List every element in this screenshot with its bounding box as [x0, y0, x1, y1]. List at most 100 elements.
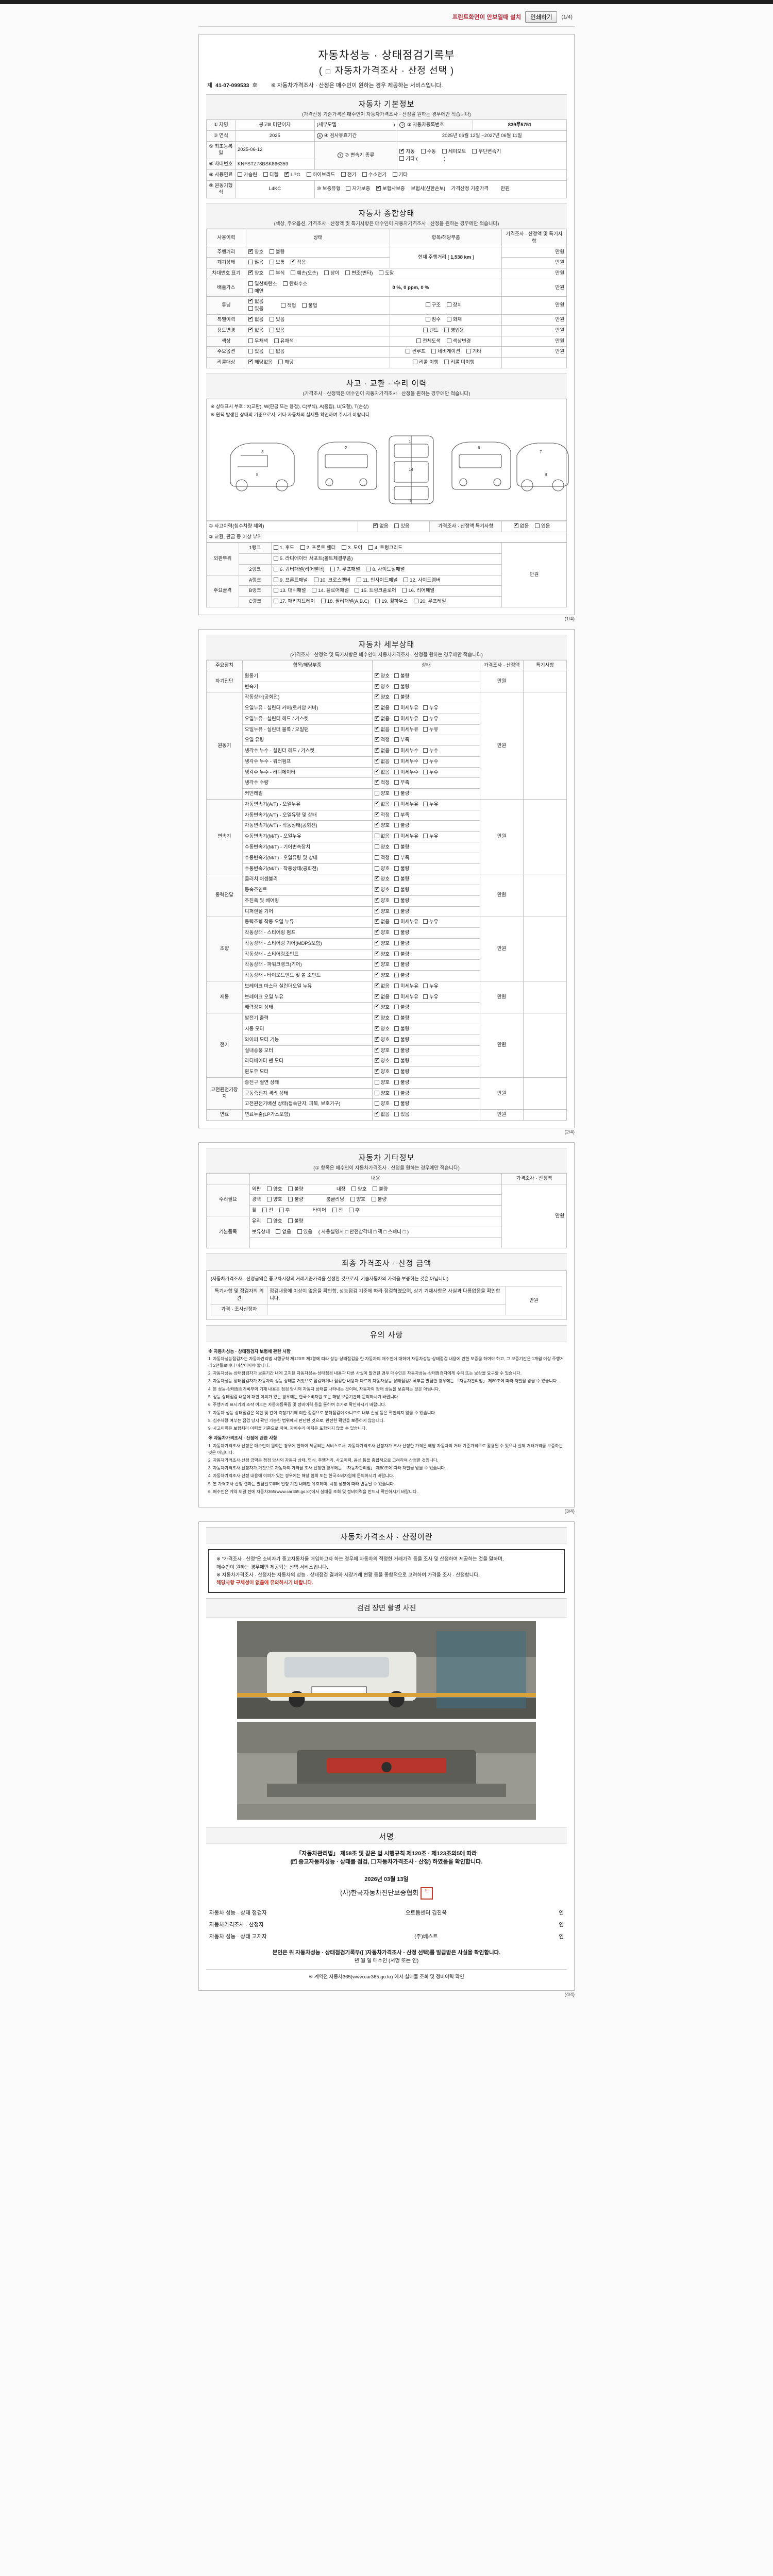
tuning-structure[interactable]: 구조	[425, 302, 441, 309]
checkbox-icon[interactable]	[330, 566, 335, 571]
checkbox-icon[interactable]	[423, 994, 428, 999]
detail-option-양호[interactable]: 양호	[374, 907, 390, 916]
checkbox-icon[interactable]	[368, 545, 373, 550]
detail-option-누유[interactable]: 누유	[423, 833, 438, 840]
checkbox-icon[interactable]	[416, 338, 422, 343]
checkbox-icon[interactable]	[351, 1186, 357, 1191]
detail-option-불량[interactable]: 불량	[394, 1026, 410, 1033]
checkbox-icon[interactable]	[373, 522, 378, 529]
etc-possession-exists[interactable]: 있음	[297, 1229, 312, 1236]
detail-option-양호[interactable]: 양호	[374, 886, 390, 894]
checkbox-icon[interactable]	[444, 327, 449, 332]
checkbox-icon[interactable]	[423, 983, 428, 988]
checkbox-icon[interactable]	[374, 693, 379, 701]
checkbox-icon[interactable]	[394, 1026, 399, 1031]
checkbox-icon[interactable]	[394, 684, 399, 689]
accident-exists[interactable]: 있음	[394, 523, 410, 530]
detail-option-미세누유[interactable]: 미세누유	[394, 994, 418, 1001]
checkbox-icon[interactable]	[423, 769, 428, 774]
part-pillar-panel[interactable]: 18. 필러패널(A,B,C)	[321, 598, 369, 605]
checkbox-icon[interactable]	[342, 545, 347, 550]
detail-option-양호[interactable]: 양호	[374, 1067, 390, 1076]
mainopt-exists[interactable]: 있음	[248, 348, 263, 355]
detail-option-양호[interactable]: 양호	[374, 960, 390, 969]
detail-option-불량[interactable]: 불량	[394, 844, 410, 851]
checkbox-icon[interactable]	[374, 1014, 379, 1022]
checkbox-icon[interactable]	[374, 834, 379, 839]
checkbox-icon[interactable]	[284, 171, 289, 178]
accident-price-none[interactable]: 없음	[513, 522, 529, 530]
checkbox-icon[interactable]	[248, 297, 253, 305]
checkbox-icon[interactable]	[302, 302, 307, 308]
checkbox-icon[interactable]	[444, 360, 449, 365]
detail-option-양호[interactable]: 양호	[374, 1100, 390, 1108]
checkbox-icon[interactable]	[472, 148, 477, 154]
checkbox-icon[interactable]	[374, 1079, 379, 1084]
detail-option-누유[interactable]: 누유	[423, 994, 438, 1001]
detail-option-불량[interactable]: 불량	[394, 929, 410, 937]
etc-outer-bad[interactable]: 불량	[288, 1186, 304, 1193]
checkbox-icon[interactable]	[263, 172, 268, 177]
etc-roomcleaning-good[interactable]: 양호	[350, 1196, 365, 1204]
detail-option-없음[interactable]: 없음	[374, 918, 390, 926]
detail-option-적정[interactable]: 적정	[374, 736, 390, 744]
checkbox-icon[interactable]	[374, 918, 379, 925]
checkbox-icon[interactable]	[394, 780, 399, 785]
checkbox-icon[interactable]	[513, 522, 518, 529]
checkbox-icon[interactable]	[270, 317, 274, 322]
detail-option-미세누유[interactable]: 미세누유	[394, 705, 418, 712]
detail-option-양호[interactable]: 양호	[374, 821, 390, 829]
detail-option-없음[interactable]: 없음	[374, 747, 390, 755]
checkbox-icon[interactable]	[374, 1110, 379, 1118]
detail-option-없음[interactable]: 없음	[374, 1110, 390, 1118]
checkbox-icon[interactable]	[374, 855, 379, 860]
checkbox-icon[interactable]	[374, 896, 379, 904]
meter-few[interactable]: 적음	[291, 258, 306, 266]
checkbox-icon[interactable]	[374, 928, 379, 936]
checkbox-icon[interactable]	[248, 315, 253, 323]
part-quarter-panel[interactable]: 6. 쿼터패널(리어휀더)	[273, 566, 325, 573]
part-front-fender[interactable]: 2. 프론트 휀더	[300, 545, 335, 552]
checkbox-icon[interactable]	[374, 950, 379, 957]
checkbox-icon[interactable]	[341, 172, 346, 177]
detail-option-누수[interactable]: 누수	[423, 769, 438, 776]
detail-option-양호[interactable]: 양호	[374, 1046, 390, 1055]
etc-roomcleaning-bad[interactable]: 불량	[371, 1196, 386, 1204]
detail-option-적정[interactable]: 적정	[374, 778, 390, 787]
print-button[interactable]: 인쇄하기	[525, 11, 558, 23]
etc-polish-good[interactable]: 양호	[267, 1196, 282, 1204]
checkbox-icon[interactable]	[394, 962, 399, 967]
etc-glass-good[interactable]: 양호	[267, 1218, 282, 1225]
part-inside-panel[interactable]: 11. 인사이드패널	[356, 577, 398, 584]
detail-option-부족[interactable]: 부족	[394, 855, 410, 862]
checkbox-icon[interactable]	[374, 960, 379, 968]
checkbox-icon[interactable]	[248, 338, 253, 343]
emission-smoke[interactable]: 매연	[248, 288, 263, 295]
checkbox-icon[interactable]	[423, 327, 428, 332]
checkbox-icon[interactable]	[291, 270, 296, 276]
checkbox-icon[interactable]	[374, 982, 379, 989]
checkbox-icon[interactable]	[394, 1101, 399, 1106]
checkbox-icon[interactable]	[374, 821, 379, 829]
checkbox-icon[interactable]	[288, 1186, 293, 1191]
fuel-option-lpg[interactable]: LPG	[284, 171, 300, 179]
checkbox-icon[interactable]	[279, 1208, 284, 1213]
checkbox-icon[interactable]	[374, 939, 379, 946]
part-floor-panel[interactable]: 14. 플로어패널	[312, 587, 349, 595]
color-achromatic[interactable]: 무채색	[248, 338, 268, 345]
checkbox-icon[interactable]	[394, 716, 399, 721]
checkbox-icon[interactable]	[270, 270, 274, 276]
fuel-option-gasoline[interactable]: 가솔린	[237, 172, 257, 179]
checkbox-icon[interactable]	[379, 270, 384, 276]
checkbox-icon[interactable]	[394, 748, 399, 753]
detail-option-불량[interactable]: 불량	[394, 940, 410, 947]
mainopt-none[interactable]: 없음	[270, 348, 284, 355]
meter-many[interactable]: 많음	[248, 259, 263, 266]
detail-option-불량[interactable]: 불량	[394, 887, 410, 894]
detail-option-양호[interactable]: 양호	[374, 790, 390, 798]
checkbox-icon[interactable]	[321, 599, 326, 604]
checkbox-icon[interactable]	[446, 302, 451, 308]
detail-option-불량[interactable]: 불량	[394, 961, 410, 969]
detail-option-불량[interactable]: 불량	[394, 1015, 410, 1022]
checkbox-icon[interactable]	[273, 566, 278, 571]
